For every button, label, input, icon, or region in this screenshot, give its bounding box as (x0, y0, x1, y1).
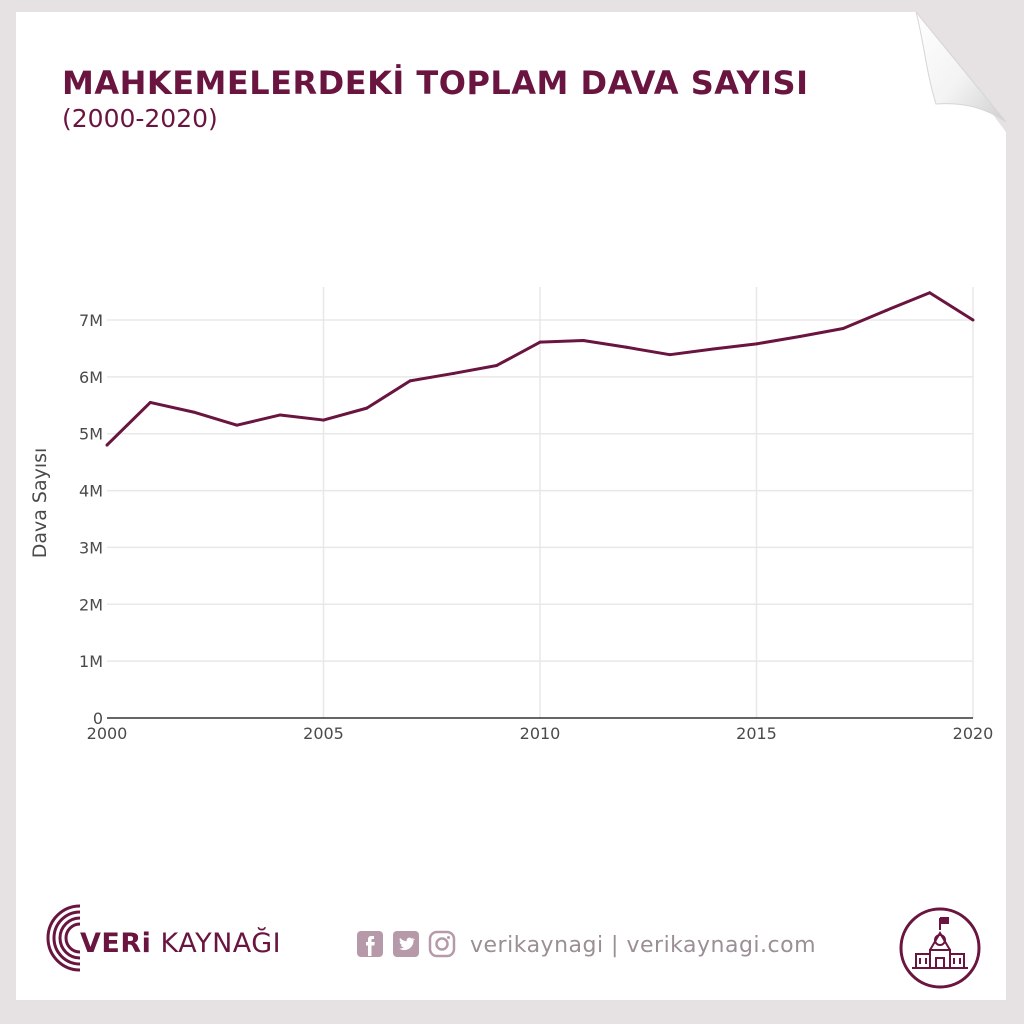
data-point (322, 418, 325, 422)
data-point (105, 443, 109, 447)
y-tick-label: 7M (79, 311, 103, 330)
data-point (711, 347, 715, 351)
y-tick-label: 2M (79, 595, 103, 614)
data-point (278, 413, 282, 417)
y-tick-label: 0 (93, 709, 103, 728)
data-point (798, 334, 802, 338)
data-point (365, 406, 369, 410)
series (105, 291, 975, 447)
school-building-icon (899, 907, 981, 989)
data-point (581, 338, 585, 342)
y-tick-label: 4M (79, 482, 103, 501)
data-point (495, 363, 499, 367)
y-tick-label: 5M (79, 425, 103, 444)
x-tick-label: 2005 (303, 724, 344, 743)
x-tick-label: 2010 (520, 724, 561, 743)
data-point (148, 400, 152, 404)
y-axis-label: Dava Sayısı (29, 448, 51, 559)
data-point (928, 291, 932, 295)
data-point (192, 410, 196, 414)
veri-kaynagi-logo-icon (46, 904, 81, 972)
y-tick-label: 3M (79, 538, 103, 557)
y-tick-label: 1M (79, 652, 103, 671)
page-sheet (16, 12, 1006, 1000)
data-point (884, 308, 888, 312)
data-point (971, 318, 975, 322)
chart-title: MAHKEMELERDEKİ TOPLAM DAVA SAYISI (62, 64, 809, 102)
data-point (408, 379, 412, 383)
data-point (235, 423, 239, 427)
data-point (451, 371, 455, 375)
x-tick-label: 2015 (736, 724, 777, 743)
data-point (538, 340, 542, 344)
grid-lines (107, 287, 974, 718)
y-tick-label: 6M (79, 368, 103, 387)
chart-subtitle: (2000-2020) (62, 104, 218, 133)
data-point (625, 345, 629, 349)
social-links (356, 930, 456, 958)
tick-labels: 0 1M 2M 3M 4M 5M 6M 7M 2000 2005 2010 2015 2020 (79, 311, 993, 743)
brand-name-bold: VERi (80, 928, 152, 959)
data-point (668, 353, 672, 357)
brand-name-rest: KAYNAĞI (151, 928, 282, 959)
data-point (755, 342, 758, 346)
social-handles: verikaynagi | verikaynagi.com (470, 933, 817, 958)
instagram-icon[interactable] (428, 930, 456, 958)
page-curl (915, 12, 1007, 123)
data-point (841, 327, 845, 331)
facebook-icon[interactable] (356, 930, 384, 958)
twitter-icon[interactable] (392, 930, 420, 958)
x-tick-label: 2020 (953, 724, 994, 743)
brand-name: VERi KAYNAĞI (80, 928, 281, 959)
x-tick-label: 2000 (87, 724, 128, 743)
